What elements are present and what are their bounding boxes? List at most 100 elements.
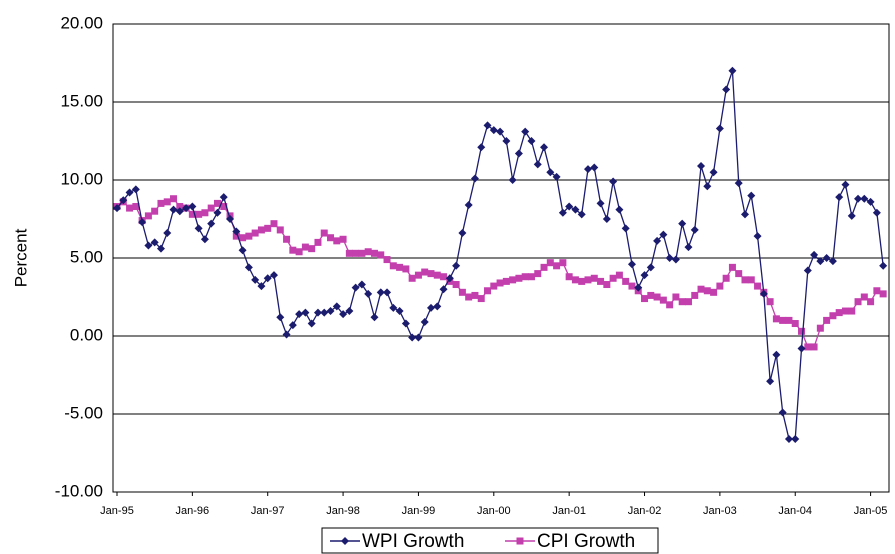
data-point	[841, 180, 850, 189]
data-point	[245, 232, 253, 240]
data-point	[470, 174, 479, 183]
data-point	[239, 234, 247, 242]
x-tick-label: Jan-96	[176, 505, 210, 517]
data-point	[879, 261, 888, 270]
data-point	[376, 288, 385, 297]
data-point	[571, 205, 580, 214]
data-point	[308, 245, 316, 253]
data-point	[646, 263, 655, 272]
data-point	[848, 307, 856, 315]
data-point	[496, 127, 505, 136]
data-point	[816, 324, 824, 332]
data-point	[464, 200, 473, 209]
data-point	[822, 254, 831, 262]
data-point	[754, 282, 762, 290]
data-point	[200, 235, 209, 244]
data-point	[779, 316, 787, 324]
data-point	[213, 199, 221, 207]
data-point	[119, 196, 128, 205]
data-point	[452, 261, 461, 270]
data-point	[829, 312, 837, 320]
x-tick-label: Jan-95	[100, 505, 134, 517]
data-point	[615, 205, 624, 214]
data-point	[188, 202, 197, 211]
data-point	[872, 208, 881, 217]
data-point	[132, 203, 140, 211]
data-point	[313, 308, 322, 317]
data-point	[609, 177, 618, 186]
data-point	[509, 276, 517, 284]
data-point	[276, 226, 284, 234]
data-point	[151, 207, 159, 215]
data-point	[194, 224, 203, 233]
data-point	[621, 224, 630, 233]
y-axis-label: Percent	[11, 228, 30, 287]
data-point	[150, 238, 159, 247]
data-point	[521, 273, 529, 281]
data-point	[691, 291, 699, 299]
data-point	[351, 283, 360, 292]
data-point	[722, 274, 730, 282]
data-point	[540, 263, 548, 271]
y-tick-label: 20.00	[60, 13, 103, 32]
y-tick-label: 10.00	[60, 169, 103, 188]
data-point	[804, 343, 812, 351]
data-point	[270, 220, 278, 228]
data-point	[641, 295, 649, 303]
data-point	[590, 163, 599, 172]
data-point	[797, 344, 806, 353]
data-point	[565, 273, 573, 281]
data-point	[659, 296, 667, 304]
data-point	[603, 281, 611, 289]
data-point	[640, 271, 649, 280]
data-point	[558, 208, 567, 217]
data-point	[320, 308, 329, 317]
data-point	[533, 160, 542, 169]
legend-label: CPI Growth	[537, 531, 635, 552]
data-point	[627, 260, 636, 269]
data-point	[232, 227, 241, 236]
x-tick-label: Jan-05	[854, 505, 888, 517]
data-point	[408, 274, 416, 282]
data-point	[182, 204, 191, 213]
data-point	[125, 188, 134, 197]
data-point	[314, 238, 322, 246]
data-point	[615, 271, 623, 279]
data-point	[647, 291, 655, 299]
data-point	[345, 249, 353, 257]
x-tick-label: Jan-03	[703, 505, 737, 517]
data-point	[590, 274, 598, 282]
data-point	[364, 248, 372, 256]
data-point	[835, 193, 844, 202]
data-point	[785, 316, 793, 324]
data-point	[735, 270, 743, 278]
data-point	[396, 263, 404, 271]
data-point	[339, 235, 347, 243]
data-point	[327, 234, 335, 242]
data-point	[596, 199, 605, 208]
y-tick-label: 15.00	[60, 91, 103, 110]
data-point	[602, 215, 611, 223]
y-tick-label: -5.00	[64, 403, 103, 422]
data-point	[791, 320, 799, 328]
data-point	[238, 246, 247, 255]
series-line	[116, 70, 884, 440]
data-point	[484, 287, 492, 295]
data-point	[433, 302, 442, 311]
data-point	[715, 124, 724, 133]
data-point	[879, 290, 887, 298]
data-point	[490, 282, 498, 290]
data-point	[597, 277, 605, 285]
data-point	[257, 282, 266, 291]
data-point	[741, 210, 749, 219]
x-tick-label: Jan-98	[326, 505, 360, 517]
x-tick-label: Jan-02	[628, 505, 662, 517]
data-point	[288, 321, 297, 330]
data-point	[722, 85, 731, 94]
data-point	[251, 229, 259, 237]
data-point	[176, 203, 184, 211]
data-point	[653, 236, 662, 245]
data-point	[798, 327, 806, 335]
